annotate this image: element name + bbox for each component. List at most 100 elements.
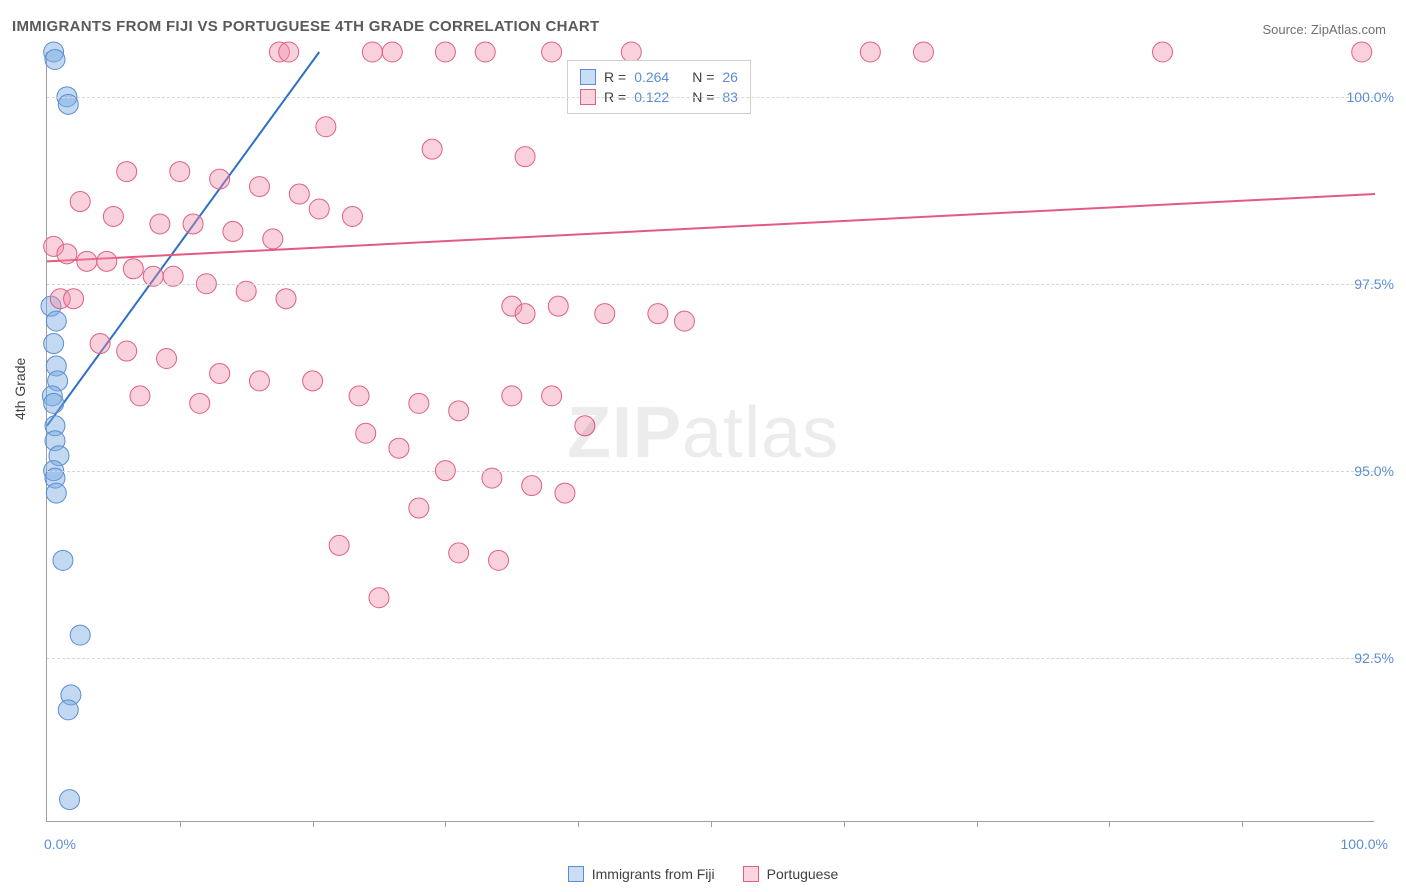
point-portuguese: [555, 483, 575, 503]
x-tick: [180, 821, 181, 827]
point-portuguese: [103, 206, 123, 226]
legend-stat-row: R = 0.264 N = 26: [580, 67, 738, 87]
point-portuguese: [621, 42, 641, 62]
legend-stats-box: R =0.264N =26R =0.122N =83: [567, 60, 751, 114]
point-portuguese: [575, 416, 595, 436]
point-portuguese: [409, 393, 429, 413]
point-portuguese: [422, 139, 442, 159]
x-axis-min-label: 0.0%: [44, 836, 76, 852]
grid-line: [47, 97, 1374, 98]
grid-line: [47, 658, 1374, 659]
point-portuguese: [249, 371, 269, 391]
point-portuguese: [130, 386, 150, 406]
x-tick: [844, 821, 845, 827]
point-fiji: [60, 790, 80, 810]
legend-item: Immigrants from Fiji: [568, 866, 715, 882]
point-portuguese: [860, 42, 880, 62]
point-portuguese: [77, 251, 97, 271]
legend-label: Immigrants from Fiji: [592, 866, 715, 882]
plot-svg: [47, 52, 1375, 822]
point-portuguese: [157, 349, 177, 369]
legend-label: Portuguese: [767, 866, 839, 882]
x-tick: [1242, 821, 1243, 827]
source-label: Source: ZipAtlas.com: [1262, 22, 1386, 37]
point-portuguese: [449, 401, 469, 421]
point-portuguese: [449, 543, 469, 563]
point-portuguese: [210, 169, 230, 189]
n-value: 26: [722, 69, 738, 85]
point-portuguese: [183, 214, 203, 234]
point-fiji: [53, 550, 73, 570]
legend-bottom: Immigrants from Fiji Portuguese: [0, 866, 1406, 882]
point-portuguese: [64, 289, 84, 309]
x-tick: [711, 821, 712, 827]
point-fiji: [46, 483, 66, 503]
x-axis-max-label: 100.0%: [1341, 836, 1388, 852]
point-portuguese: [542, 386, 562, 406]
point-portuguese: [117, 341, 137, 361]
point-fiji: [70, 625, 90, 645]
point-portuguese: [190, 393, 210, 413]
point-portuguese: [97, 251, 117, 271]
chart-container: IMMIGRANTS FROM FIJI VS PORTUGUESE 4TH G…: [0, 0, 1406, 892]
point-portuguese: [648, 304, 668, 324]
point-portuguese: [475, 42, 495, 62]
grid-line: [47, 471, 1374, 472]
grid-line: [47, 284, 1374, 285]
point-portuguese: [349, 386, 369, 406]
point-portuguese: [316, 117, 336, 137]
point-portuguese: [329, 535, 349, 555]
n-label: N =: [692, 69, 714, 85]
point-portuguese: [342, 206, 362, 226]
point-portuguese: [117, 162, 137, 182]
trend-line-portuguese: [47, 194, 1375, 261]
x-tick: [1109, 821, 1110, 827]
y-tick-label: 97.5%: [1354, 276, 1394, 292]
x-tick: [977, 821, 978, 827]
point-portuguese: [435, 42, 455, 62]
point-portuguese: [1153, 42, 1173, 62]
point-fiji: [46, 311, 66, 331]
point-fiji: [44, 334, 64, 354]
point-portuguese: [674, 311, 694, 331]
point-portuguese: [542, 42, 562, 62]
point-portuguese: [309, 199, 329, 219]
point-portuguese: [389, 438, 409, 458]
legend-swatch: [568, 866, 584, 882]
y-tick-label: 92.5%: [1354, 650, 1394, 666]
point-portuguese: [170, 162, 190, 182]
point-portuguese: [123, 259, 143, 279]
point-portuguese: [369, 588, 389, 608]
point-portuguese: [279, 42, 299, 62]
r-label: R =: [604, 69, 626, 85]
point-portuguese: [263, 229, 283, 249]
plot-area: ZIPatlas R =0.264N =26R =0.122N =83: [46, 52, 1374, 822]
point-portuguese: [1352, 42, 1372, 62]
point-portuguese: [548, 296, 568, 316]
point-portuguese: [502, 386, 522, 406]
point-fiji: [44, 393, 64, 413]
legend-item: Portuguese: [743, 866, 839, 882]
legend-swatch: [743, 866, 759, 882]
point-portuguese: [515, 304, 535, 324]
point-portuguese: [210, 363, 230, 383]
y-tick-label: 100.0%: [1347, 89, 1394, 105]
point-portuguese: [223, 221, 243, 241]
x-tick: [578, 821, 579, 827]
point-portuguese: [409, 498, 429, 518]
point-portuguese: [57, 244, 77, 264]
y-tick-label: 95.0%: [1354, 463, 1394, 479]
point-fiji: [58, 700, 78, 720]
point-portuguese: [249, 177, 269, 197]
point-portuguese: [70, 192, 90, 212]
point-portuguese: [362, 42, 382, 62]
x-tick: [313, 821, 314, 827]
point-portuguese: [489, 550, 509, 570]
legend-swatch: [580, 69, 596, 85]
point-portuguese: [289, 184, 309, 204]
r-value: 0.264: [634, 69, 684, 85]
point-portuguese: [522, 476, 542, 496]
point-fiji: [45, 49, 65, 69]
point-portuguese: [595, 304, 615, 324]
point-portuguese: [515, 147, 535, 167]
